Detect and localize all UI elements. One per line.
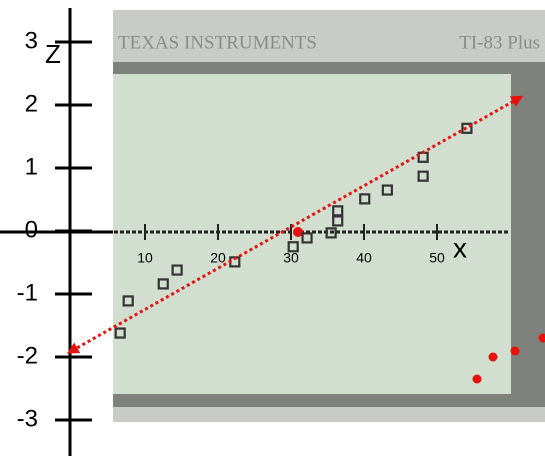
y-tick-label: 3 — [25, 27, 38, 54]
x-tick-label: 10 — [137, 250, 153, 266]
x-axis-label: x — [453, 232, 467, 263]
y-tick-label: 0 — [25, 216, 38, 243]
y-tick-label: 2 — [25, 90, 38, 117]
brand: TEXAS INSTRUMENTS — [118, 32, 317, 53]
dot — [473, 375, 482, 384]
y-tick-label: -2 — [17, 342, 38, 369]
y-tick-label: -3 — [17, 405, 38, 432]
x-tick-label: 40 — [356, 250, 372, 266]
dot — [511, 347, 520, 356]
x-tick-label: 50 — [429, 250, 445, 266]
y-tick-label: 1 — [25, 153, 38, 180]
dot — [489, 353, 498, 362]
y-tick-label: -1 — [17, 279, 38, 306]
model: TI-83 Plus — [459, 32, 540, 53]
x-tick-label: 20 — [210, 250, 226, 266]
